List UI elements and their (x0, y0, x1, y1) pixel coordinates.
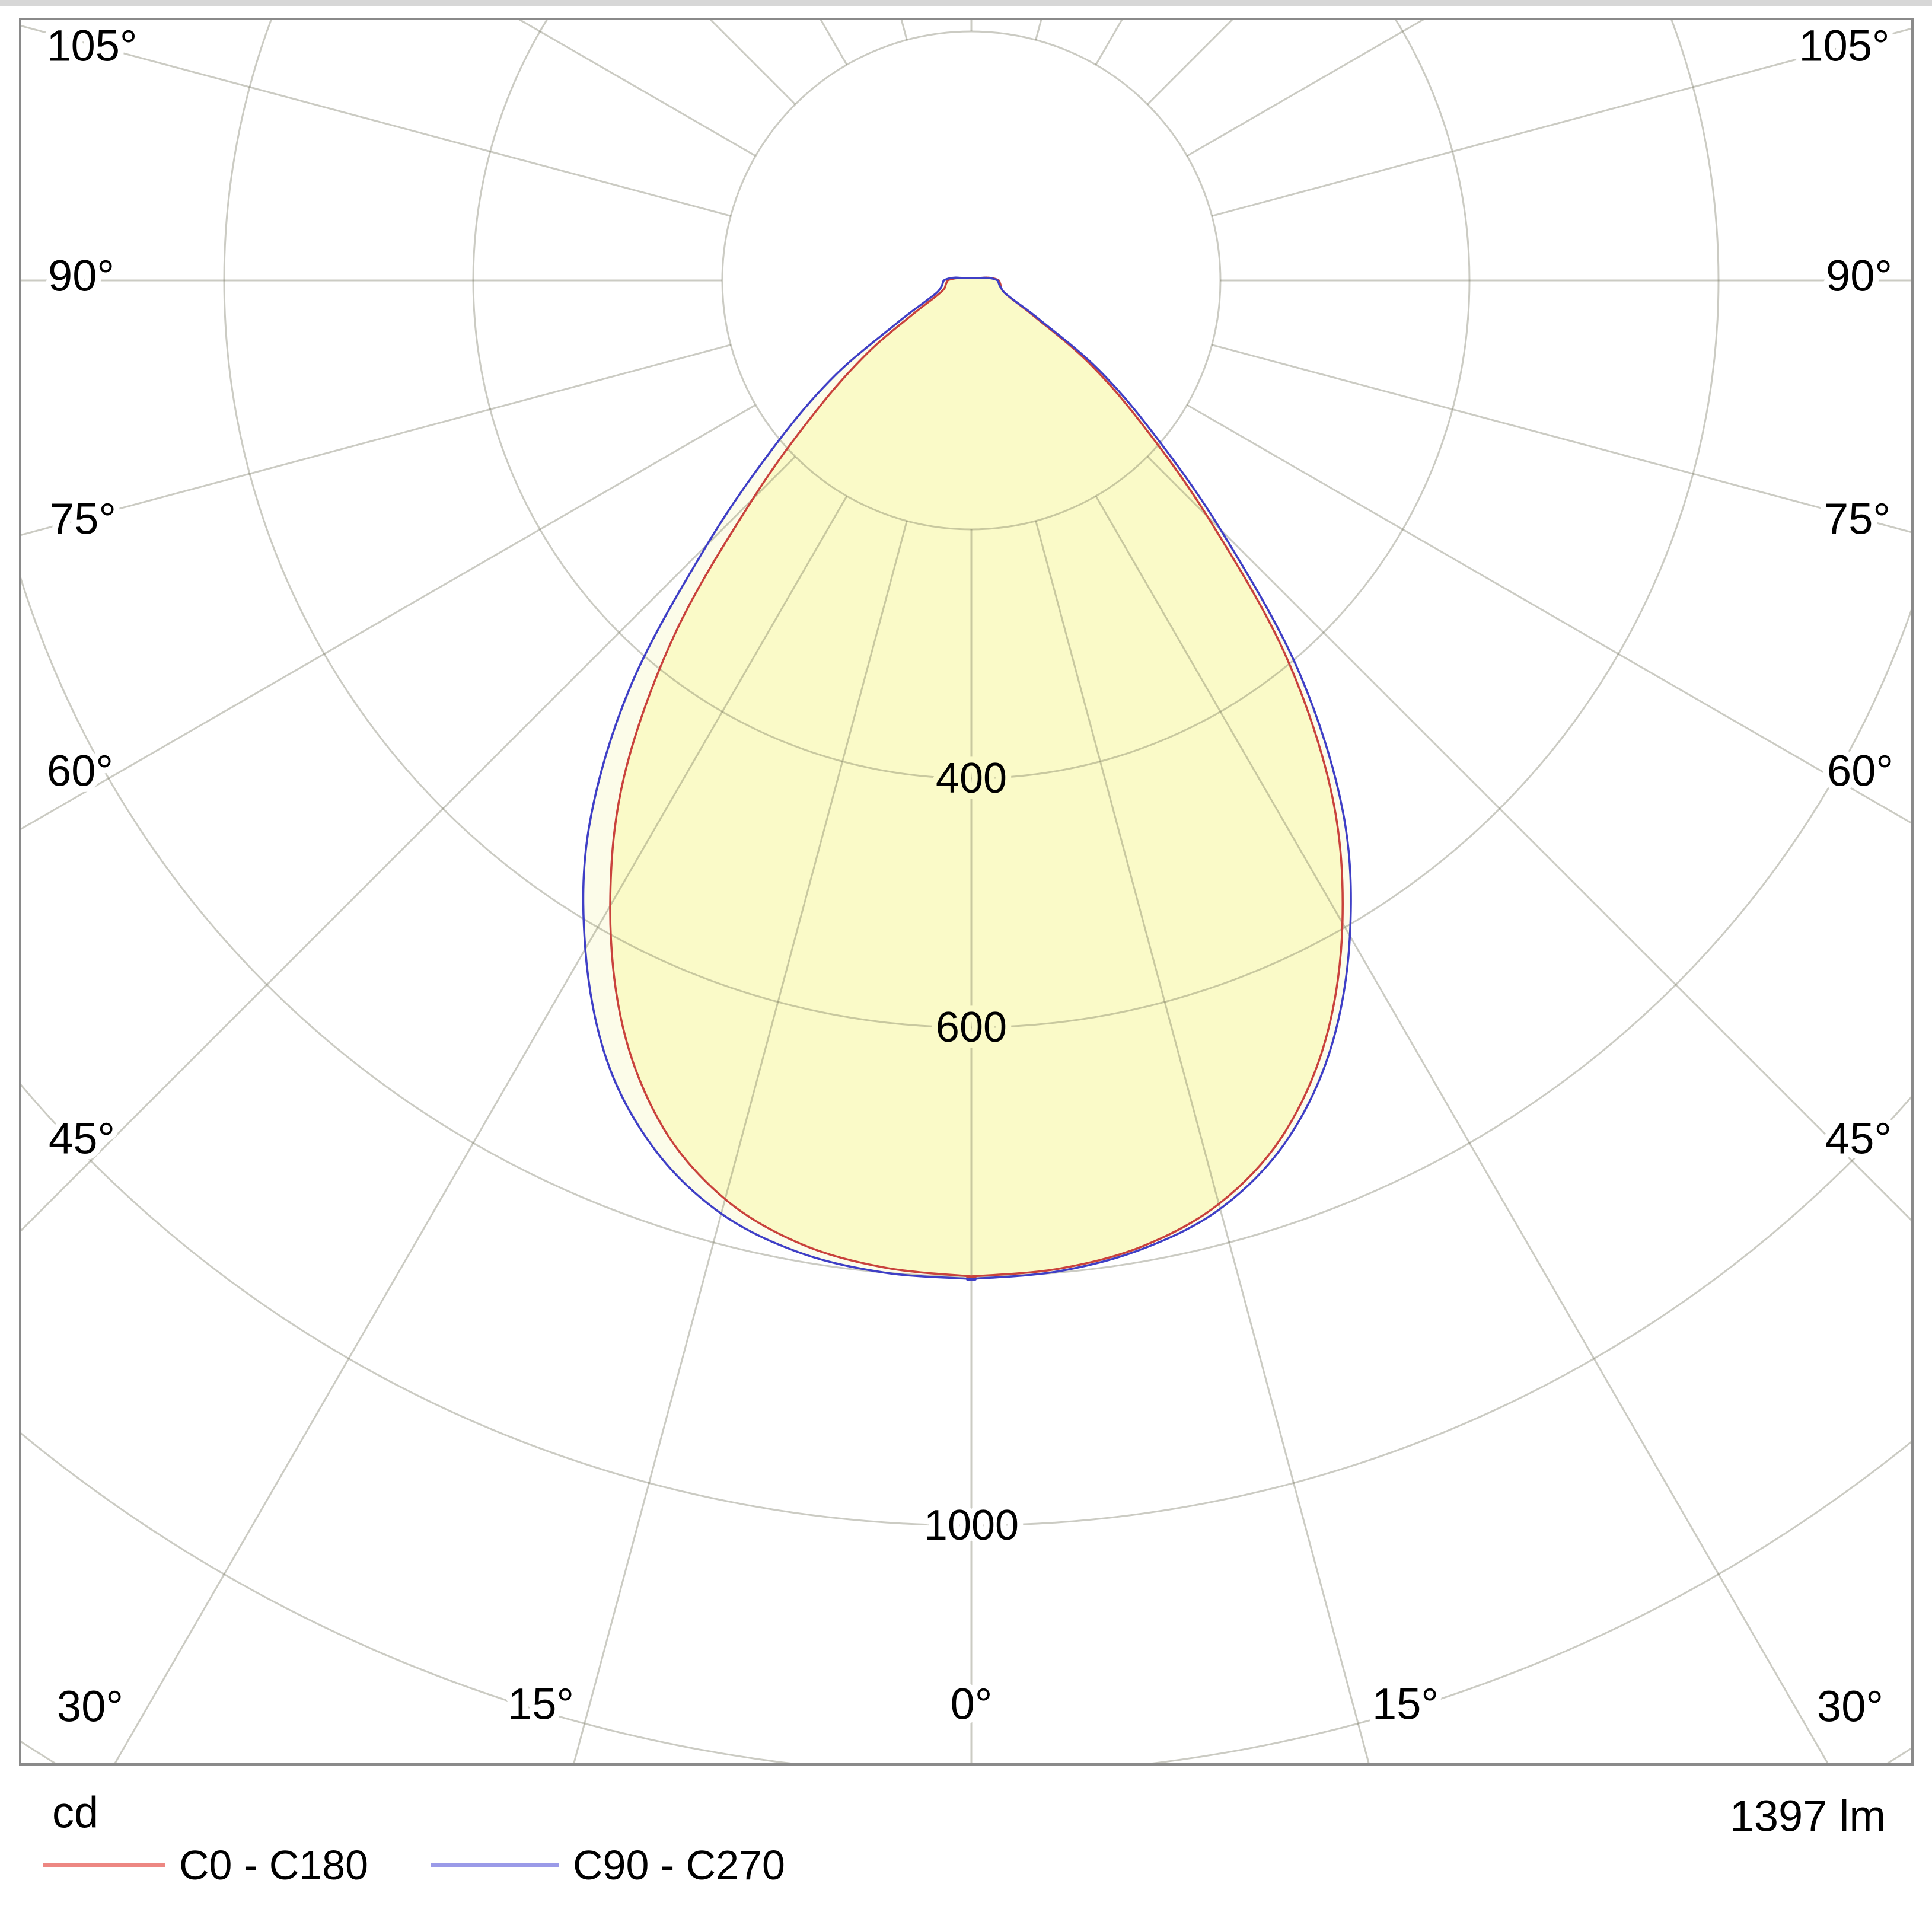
angle-label-bottom-15°: 15° (508, 1680, 574, 1729)
angle-label-right-60°: 60° (1827, 746, 1893, 796)
ring-label-600: 600 (936, 1004, 1007, 1051)
angle-label-bottom-15°: 15° (1372, 1680, 1439, 1729)
angle-label-right-105°: 105° (1799, 21, 1889, 71)
ring-label-1000: 1000 (924, 1502, 1019, 1549)
plot-frame (19, 18, 1914, 1766)
unit-label: cd (52, 1788, 98, 1837)
angle-label-right-30°: 30° (1817, 1682, 1883, 1731)
angle-label-right-90°: 90° (1826, 251, 1892, 301)
angle-label-left-90°: 90° (48, 251, 114, 301)
intensity-curves (582, 276, 1352, 1281)
curve-c90-c270 (582, 276, 1352, 1281)
grid-spoke-45deg (1146, 455, 1912, 1223)
grid-spoke-285deg (20, 344, 731, 537)
legend-label-c90-c270: C90 - C270 (573, 1842, 785, 1888)
angle-label-left-45°: 45° (49, 1114, 115, 1163)
grid-ring-400 (472, 19, 1471, 780)
flux-label: 1397 lm (1730, 1792, 1886, 1841)
angle-label-left-60°: 60° (47, 746, 113, 796)
grid-ring-1000 (20, 1082, 1912, 1526)
angle-label-left-75°: 75° (50, 494, 116, 544)
window-top-border (0, 0, 1932, 6)
angle-label-bottom-0°: 0° (951, 1680, 993, 1729)
angle-label-left-30°: 30° (57, 1682, 123, 1731)
legend-label-c0-c180: C0 - C180 (179, 1842, 368, 1888)
grid-spoke-255deg (20, 24, 731, 217)
grid-spoke-330deg (113, 495, 848, 1764)
grid-spoke-300deg (20, 404, 757, 831)
grid-spoke-105deg (1212, 27, 1912, 217)
grid-ring-600 (223, 19, 1720, 1029)
grid-spoke-30deg (1095, 495, 1829, 1764)
grid-ring-200 (721, 30, 1222, 531)
angle-label-right-75°: 75° (1824, 494, 1890, 544)
ring-label-400: 400 (936, 755, 1007, 802)
grid-spoke-75deg (1212, 344, 1912, 534)
grid-spoke-345deg (572, 521, 908, 1764)
angle-label-left-105°: 105° (46, 21, 137, 71)
legend: C0 - C180 C90 - C270 (43, 1842, 785, 1888)
angle-label-right-45°: 45° (1825, 1114, 1892, 1163)
grid-spoke-315deg (20, 455, 796, 1233)
grid-spoke-15deg (1035, 521, 1370, 1764)
ring-value-labels: 400 600 1000 (918, 749, 1025, 1555)
grid-spoke-60deg (1186, 404, 1912, 825)
beam-fill-group (583, 277, 1351, 1280)
beam-fill-c0-c180 (610, 277, 1343, 1278)
angle-tick-labels: 105° 105° 90° 90° 75° 75° 60° 60° 45° 45° 30° 30° 15… (40, 15, 1899, 1737)
